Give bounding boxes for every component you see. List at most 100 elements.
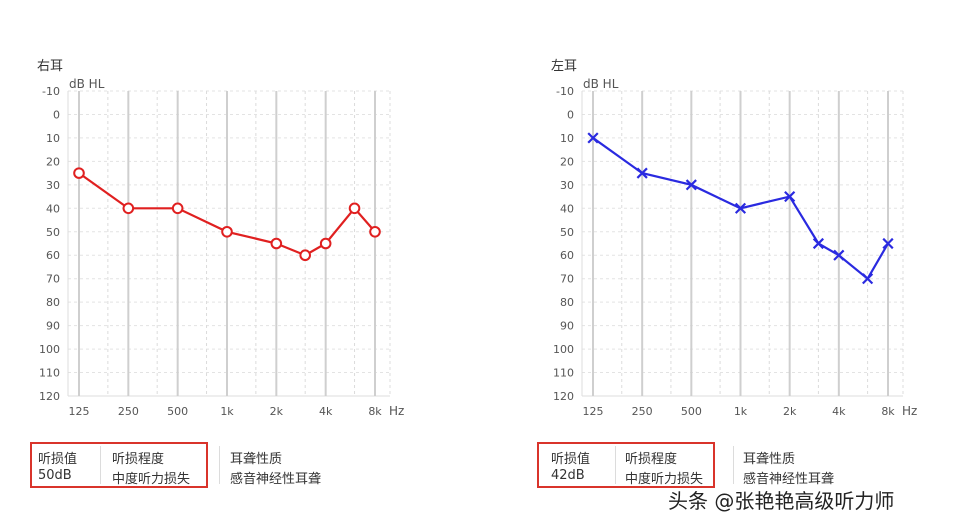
cross-marker-stroke	[882, 237, 894, 250]
hearing-degree: 中度听力损失	[112, 472, 191, 487]
deafness-nature-label: 耳聋性质	[743, 452, 796, 467]
data-point	[862, 273, 874, 285]
x-tick-label: 250	[632, 405, 653, 418]
data-point	[636, 167, 648, 179]
highlight-box	[30, 442, 208, 488]
divider	[615, 446, 616, 484]
y-tick-label: 80	[560, 296, 574, 309]
y-tick-label: 60	[560, 249, 574, 262]
hearing-degree: 中度听力损失	[625, 472, 704, 487]
x-tick-label: 250	[118, 405, 139, 418]
data-point	[882, 237, 894, 250]
y-tick-label: 30	[560, 179, 574, 192]
cross-marker-stroke	[784, 190, 796, 203]
y-tick-label: 60	[46, 249, 60, 262]
y-tick-label: 120	[553, 390, 574, 403]
y-tick-label: 0	[53, 108, 60, 121]
hearing-value: 50dB	[38, 468, 72, 483]
x-tick-label: 1k	[220, 405, 234, 418]
y-tick-label: 90	[46, 320, 60, 333]
y-tick-label: 50	[560, 226, 574, 239]
right-ear-audiogram: -10 0 10 20 30 40 50 60 70 80 90 100 110 120 125 250 500…	[39, 77, 404, 418]
hearing-degree-label: 听损程度	[112, 452, 165, 467]
data-point	[122, 202, 135, 215]
x-axis-label: Hz	[902, 404, 917, 418]
data-point	[734, 202, 747, 214]
x-tick-label: 2k	[270, 405, 284, 418]
y-tick-label: 90	[560, 320, 574, 333]
left-ear-panel: 左耳 -10 0 10 20 30 40 50 60 70 80 90 100 110 120 125 250…	[478, 0, 956, 527]
y-tick-label: 70	[560, 273, 574, 286]
highlight-box	[537, 442, 715, 488]
hearing-degree-label: 听损程度	[625, 452, 678, 467]
y-axis-label: dB HL	[583, 77, 619, 91]
data-point	[221, 225, 233, 238]
y-tick-label: 120	[39, 390, 60, 403]
data-point	[812, 237, 825, 250]
y-tick-label: 0	[567, 108, 574, 121]
x-tick-label: 125	[583, 405, 604, 418]
data-point	[299, 249, 311, 262]
y-tick-label: 30	[46, 179, 60, 192]
cross-marker-stroke	[833, 249, 845, 261]
cross-marker-stroke	[636, 167, 648, 179]
divider	[733, 446, 734, 484]
data-point	[171, 202, 184, 215]
deafness-nature: 感音神经性耳聋	[230, 472, 322, 487]
x-tick-label: 500	[681, 405, 702, 418]
deafness-nature: 感音神经性耳聋	[743, 472, 835, 487]
x-tick-label: 8k	[881, 405, 895, 418]
cross-marker-stroke	[734, 202, 747, 214]
y-tick-label: 100	[553, 343, 574, 356]
y-tick-label: -10	[556, 85, 574, 98]
x-tick-label: 125	[69, 405, 90, 418]
hearing-summary: 听损值 42dB 听损程度 中度听力损失 耳聋性质 感音神经性耳聋	[537, 442, 867, 488]
y-tick-label: 10	[46, 132, 60, 145]
x-tick-label: 8k	[368, 405, 382, 418]
chart-title: 左耳	[551, 59, 578, 74]
data-point	[833, 249, 845, 261]
deafness-nature-label: 耳聋性质	[230, 452, 283, 467]
data-point	[369, 225, 381, 238]
x-tick-label: 2k	[783, 405, 797, 418]
y-tick-label: 110	[553, 367, 574, 380]
hearing-value: 42dB	[551, 468, 585, 483]
data-point	[270, 237, 283, 250]
data-point	[685, 179, 697, 191]
x-tick-label: 4k	[832, 405, 846, 418]
hearing-value-label: 听损值	[551, 452, 591, 467]
cross-marker-stroke	[587, 132, 599, 144]
right-ear-panel: 右耳 -10 0 10 20 30 40 50 60 70 80 90 100 110 120 125 250…	[30, 59, 404, 488]
left-ear-audiogram: -10 0 10 20 30 40 50 60 70 80 90 100 110 120 125 250 500…	[553, 77, 917, 418]
divider	[100, 446, 101, 484]
x-tick-label: 500	[167, 405, 188, 418]
cross-marker-stroke	[812, 237, 825, 250]
chart-title: 右耳	[37, 59, 64, 74]
watermark: 头条 @张艳艳高级听力师	[668, 489, 895, 513]
hearing-summary: 听损值 50dB 听损程度 中度听力损失 耳聋性质 感音神经性耳聋	[30, 442, 360, 488]
x-axis-label: Hz	[389, 404, 404, 418]
data-point	[784, 190, 796, 203]
x-tick-label: 4k	[319, 405, 333, 418]
cross-marker-stroke	[862, 273, 874, 285]
cross-marker-stroke	[685, 179, 697, 191]
y-tick-label: 20	[46, 155, 60, 168]
hearing-value-label: 听损值	[38, 452, 78, 467]
y-tick-label: 110	[39, 367, 60, 380]
y-tick-label: -10	[42, 85, 60, 98]
y-tick-label: 80	[46, 296, 60, 309]
data-point	[348, 202, 361, 215]
y-tick-label: 40	[46, 202, 60, 215]
y-tick-label: 100	[39, 343, 60, 356]
y-tick-label: 40	[560, 202, 574, 215]
y-tick-label: 50	[46, 226, 60, 239]
y-tick-label: 20	[560, 155, 574, 168]
y-axis-label: dB HL	[69, 77, 105, 91]
data-point	[73, 167, 85, 179]
divider	[219, 446, 220, 484]
y-tick-label: 70	[46, 273, 60, 286]
data-point	[587, 132, 599, 144]
data-point	[319, 237, 332, 250]
y-tick-label: 10	[560, 132, 574, 145]
x-tick-label: 1k	[734, 405, 748, 418]
